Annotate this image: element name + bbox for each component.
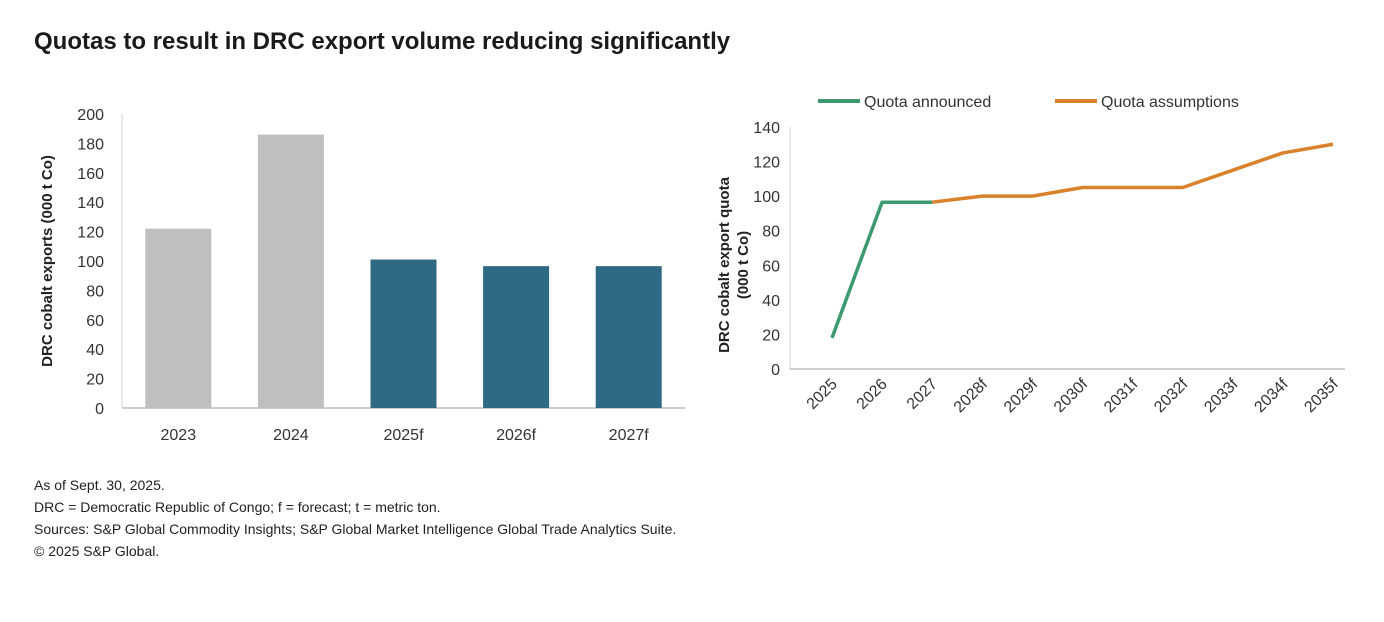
line-x-tick-label: 2034f <box>1251 375 1292 416</box>
bar-2027f <box>595 266 662 408</box>
line-x-tick-label: 2032f <box>1151 375 1192 416</box>
line-x-tick-label: 2035f <box>1301 375 1342 416</box>
bar-y-tick-label: 120 <box>77 225 104 242</box>
line-y-tick-label: 20 <box>762 327 780 344</box>
bar-x-tick-label: 2023 <box>161 427 197 444</box>
bar-2023 <box>145 228 212 408</box>
legend-label: Quota announced <box>864 94 991 111</box>
line-y-tick-label: 60 <box>762 258 780 275</box>
line-x-tick-label: 2030f <box>1051 375 1092 416</box>
bar-x-tick-label: 2026f <box>496 427 537 444</box>
bar-y-tick-label: 60 <box>86 313 104 330</box>
line-x-tick-label: 2031f <box>1101 375 1142 416</box>
line-y-tick-label: 0 <box>771 362 780 379</box>
footnotes: As of Sept. 30, 2025. DRC = Democratic R… <box>34 474 676 562</box>
line-y-tick-label: 140 <box>753 120 780 137</box>
bar-y-tick-label: 80 <box>86 283 104 300</box>
bar-y-tick-label: 100 <box>77 254 104 271</box>
note-sources: Sources: S&P Global Commodity Insights; … <box>34 521 677 537</box>
bar-y-tick-label: 20 <box>86 372 104 389</box>
line-y-tick-label: 100 <box>753 189 780 206</box>
bar-x-tick-label: 2027f <box>609 427 650 444</box>
line-y-axis-label-line2: (000 t Co) <box>735 231 752 299</box>
bar-2026f <box>483 266 550 408</box>
line-y-tick-label: 80 <box>762 224 780 241</box>
bar-y-tick-label: 0 <box>95 401 104 418</box>
note-copyright: © 2025 S&P Global. <box>34 543 160 559</box>
line-x-tick-label: 2025 <box>804 376 841 413</box>
line-x-tick-label: 2028f <box>951 375 992 416</box>
legend-label: Quota assumptions <box>1101 94 1239 111</box>
note-abbreviations: DRC = Democratic Republic of Congo; f = … <box>34 499 441 515</box>
line-y-tick-label: 40 <box>762 293 780 310</box>
bar-y-tick-label: 160 <box>77 166 104 183</box>
series-line-quota-announced <box>830 200 933 339</box>
bar-2024 <box>257 134 324 408</box>
line-x-tick-label: 2026 <box>854 376 891 413</box>
bar-y-tick-label: 40 <box>86 342 104 359</box>
bar-x-tick-label: 2025f <box>383 427 424 444</box>
bar-x-tick-label: 2024 <box>273 427 309 444</box>
bar-y-tick-label: 180 <box>77 136 104 153</box>
line-x-tick-label: 2027 <box>904 376 941 413</box>
line-y-tick-label: 120 <box>753 155 780 172</box>
bar-y-tick-label: 140 <box>77 195 104 212</box>
line-x-tick-label: 2029f <box>1001 375 1042 416</box>
line-x-tick-label: 2033f <box>1201 375 1242 416</box>
note-date: As of Sept. 30, 2025. <box>34 477 165 493</box>
page-title: Quotas to result in DRC export volume re… <box>34 28 731 55</box>
series-line-quota-assumptions <box>931 142 1334 204</box>
bar-2025f <box>370 259 437 408</box>
bar-y-tick-label: 200 <box>77 107 104 124</box>
bar-y-axis-label: DRC cobalt exports (000 t Co) <box>39 155 56 367</box>
line-y-axis-label-line1: DRC cobalt export quota <box>716 176 733 352</box>
